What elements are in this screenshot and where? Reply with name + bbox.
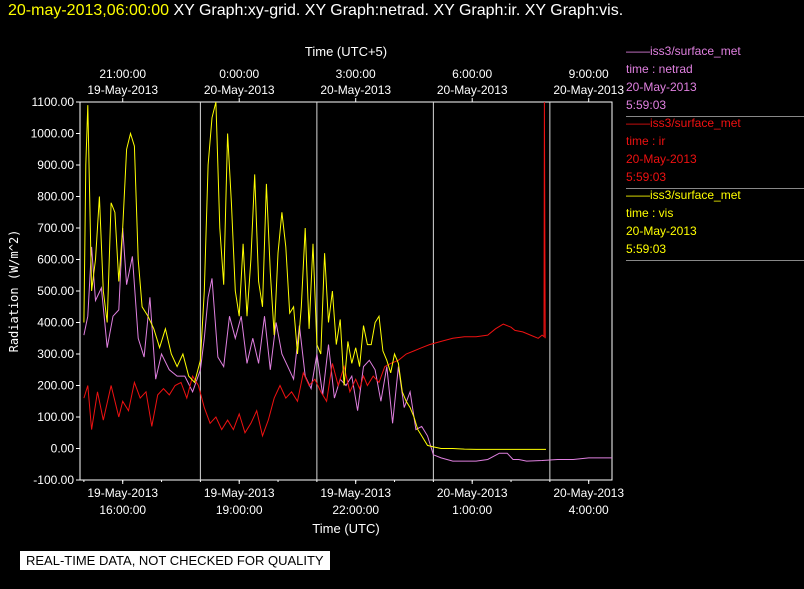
x-tick-date: 19-May-2013 <box>204 486 275 500</box>
x-axis-label: Time (UTC) <box>312 521 379 536</box>
header-timestamp: 20-may-2013,06:00:00 <box>8 2 169 19</box>
plot-frame <box>79 101 613 481</box>
legend-time: 5:59:03 <box>626 242 667 256</box>
y-tick-label: 800.00 <box>37 190 74 204</box>
legend-variable: time : ir <box>626 134 666 148</box>
x-tick-time: 16:00:00 <box>99 503 146 517</box>
x-tick-date: 19-May-2013 <box>320 486 391 500</box>
legend-entry-ir: ——iss3/surface_met time : ir 20-May-2013… <box>626 114 804 189</box>
x-tick-date: 20-May-2013 <box>553 486 624 500</box>
top-x-tick-date: 20-May-2013 <box>437 83 508 97</box>
legend-date: 20-May-2013 <box>626 224 697 238</box>
top-x-tick-time: 0:00:00 <box>219 67 259 81</box>
legend-source: ——iss3/surface_met <box>626 44 741 58</box>
top-x-axis-label: Time (UTC+5) <box>305 44 387 59</box>
legend-source: ——iss3/surface_met <box>626 116 741 130</box>
top-x-tick-date: 20-May-2013 <box>553 83 624 97</box>
y-tick-label: 400.00 <box>37 316 74 330</box>
y-tick-label: 700.00 <box>37 221 74 235</box>
legend-divider <box>626 188 804 189</box>
legend-entry-netrad: ——iss3/surface_met time : netrad 20-May-… <box>626 42 804 117</box>
legend-source: ——iss3/surface_met <box>626 188 741 202</box>
legend-divider <box>626 116 804 117</box>
legend-date: 20-May-2013 <box>626 152 697 166</box>
x-tick-time: 4:00:00 <box>569 503 609 517</box>
header-graph-list: XY Graph:xy-grid. XY Graph:netrad. XY Gr… <box>173 2 624 19</box>
y-tick-label: -100.00 <box>33 473 74 487</box>
y-tick-label: 900.00 <box>37 158 74 172</box>
legend-time: 5:59:03 <box>626 170 667 184</box>
graph-header: 20-may-2013,06:00:00 XY Graph:xy-grid. X… <box>8 2 623 20</box>
legend-variable: time : vis <box>626 206 674 220</box>
y-tick-label: 100.00 <box>37 410 74 424</box>
y-axis-label: Radiation (W/m^2) <box>7 230 21 353</box>
legend-time: 5:59:03 <box>626 98 667 112</box>
top-x-tick-time: 21:00:00 <box>99 67 146 81</box>
top-x-tick-time: 9:00:00 <box>569 67 609 81</box>
y-tick-label: 1000.00 <box>31 127 75 141</box>
top-x-tick-date: 19-May-2013 <box>87 83 158 97</box>
y-tick-label: 300.00 <box>37 347 74 361</box>
top-x-tick-date: 20-May-2013 <box>204 83 275 97</box>
x-tick-time: 19:00:00 <box>216 503 263 517</box>
legend-date: 20-May-2013 <box>626 80 697 94</box>
legend-variable: time : netrad <box>626 62 693 76</box>
y-tick-label: 200.00 <box>37 379 74 393</box>
x-tick-date: 19-May-2013 <box>87 486 158 500</box>
x-tick-time: 1:00:00 <box>452 503 492 517</box>
top-x-tick-time: 3:00:00 <box>336 67 376 81</box>
x-tick-time: 22:00:00 <box>332 503 379 517</box>
y-tick-label: 1100.00 <box>32 95 75 109</box>
x-tick-date: 20-May-2013 <box>437 486 508 500</box>
legend-entry-vis: ——iss3/surface_met time : vis 20-May-201… <box>626 186 804 261</box>
y-tick-label: 500.00 <box>37 284 74 298</box>
top-x-tick-time: 6:00:00 <box>452 67 492 81</box>
legend-divider <box>626 260 804 261</box>
series-line-ir <box>83 102 546 438</box>
y-tick-label: 0.00 <box>51 442 75 456</box>
quality-disclaimer: REAL-TIME DATA, NOT CHECKED FOR QUALITY <box>20 551 330 570</box>
series-line-netrad <box>83 227 612 462</box>
top-x-tick-date: 20-May-2013 <box>320 83 391 97</box>
series-line-vis <box>83 102 546 450</box>
y-tick-label: 600.00 <box>37 253 74 267</box>
